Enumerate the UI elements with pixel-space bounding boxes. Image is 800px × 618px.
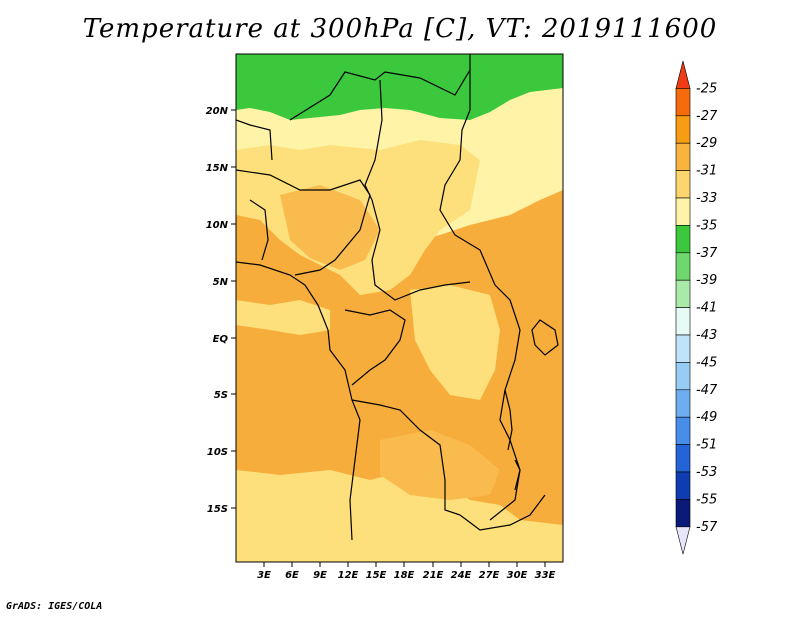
lon-label: 12E bbox=[338, 570, 359, 581]
colorbar-label: -41 bbox=[696, 301, 717, 316]
colorbar-label: -29 bbox=[696, 136, 717, 151]
colorbar-swatch bbox=[675, 471, 691, 500]
colorbar-label: -47 bbox=[696, 383, 718, 398]
latitude-axis: 20N 15N 10N 5N EQ 5S 10S 15S bbox=[206, 106, 236, 515]
colorbar-label: -35 bbox=[696, 218, 717, 233]
lat-label: 5N bbox=[213, 277, 229, 288]
field-orange-southeast bbox=[380, 430, 500, 500]
border-zambia bbox=[459, 494, 546, 531]
colorbar-swatch bbox=[675, 416, 691, 445]
colorbar-label: -37 bbox=[696, 246, 718, 261]
border-car bbox=[371, 199, 471, 301]
lat-label: 20N bbox=[206, 106, 229, 117]
colorbar: -25 -27 -29 -31 -33 -35 -37 -39 -41 -43 -45 -47 -49 -… bbox=[675, 60, 718, 555]
colorbar-swatch bbox=[675, 334, 691, 363]
border-east bbox=[489, 284, 521, 521]
colorbar-swatch bbox=[675, 88, 691, 117]
border-lake-tanganyika bbox=[504, 389, 521, 491]
longitude-axis: 3E 6E 9E 12E 15E 18E 21E 24E 27E 30E 33E bbox=[257, 562, 556, 581]
colorbar-label: -45 bbox=[696, 355, 717, 370]
map-title: Temperature at 300hPa [C], VT: 201911160… bbox=[82, 14, 718, 44]
lon-label: 30E bbox=[507, 570, 528, 581]
colorbar-label: -25 bbox=[696, 81, 717, 96]
credit-text: GrADS: IGES/COLA bbox=[6, 601, 103, 612]
colorbar-swatch bbox=[675, 170, 691, 199]
colorbar-swatch bbox=[675, 279, 691, 308]
border-west-coast bbox=[236, 261, 361, 541]
colorbar-label: -53 bbox=[696, 465, 717, 480]
lon-label: 18E bbox=[394, 570, 415, 581]
colorbar-label: -33 bbox=[696, 191, 717, 206]
colorbar-swatch bbox=[675, 499, 691, 528]
lon-label: 3E bbox=[257, 570, 271, 581]
lat-label: 5S bbox=[214, 390, 228, 401]
field-yellow-southwest bbox=[236, 300, 330, 335]
field-orange-light-center bbox=[280, 185, 380, 270]
lon-label: 21E bbox=[423, 570, 444, 581]
field-yellow-congo bbox=[410, 285, 500, 400]
colorbar-swatch bbox=[675, 307, 691, 336]
border-west-small bbox=[236, 119, 273, 261]
colorbar-swatch bbox=[675, 362, 691, 391]
lat-label: 15S bbox=[207, 504, 228, 515]
colorbar-swatch bbox=[675, 142, 691, 171]
colorbar-label: -43 bbox=[696, 328, 717, 343]
border-sudan bbox=[439, 70, 496, 286]
country-borders bbox=[236, 54, 559, 541]
colorbar-label: -51 bbox=[696, 438, 717, 453]
temperature-field bbox=[236, 54, 563, 562]
lon-label: 33E bbox=[535, 570, 556, 581]
lon-label: 15E bbox=[366, 570, 387, 581]
colorbar-label: -39 bbox=[696, 273, 717, 288]
field-green-sahara bbox=[236, 54, 563, 120]
border-congo bbox=[344, 309, 406, 386]
colorbar-swatch bbox=[675, 115, 691, 144]
lat-label: 10S bbox=[207, 447, 228, 458]
lat-label: 15N bbox=[206, 163, 229, 174]
colorbar-swatch bbox=[675, 60, 691, 89]
border-lake-victoria bbox=[531, 319, 559, 356]
colorbar-swatch bbox=[675, 252, 691, 281]
colorbar-swatch bbox=[675, 444, 691, 473]
colorbar-swatch bbox=[675, 389, 691, 418]
colorbar-swatch bbox=[675, 197, 691, 226]
lat-label: EQ bbox=[213, 334, 229, 345]
lon-label: 24E bbox=[451, 570, 472, 581]
lat-label: 10N bbox=[206, 220, 229, 231]
lon-label: 6E bbox=[285, 570, 299, 581]
colorbar-label: -57 bbox=[696, 520, 718, 535]
colorbar-label: -55 bbox=[696, 492, 717, 507]
colorbar-label: -49 bbox=[696, 410, 717, 425]
border-nigeria bbox=[236, 169, 371, 276]
colorbar-swatch bbox=[675, 225, 691, 254]
border-drc-angola bbox=[351, 399, 461, 516]
lon-label: 9E bbox=[313, 570, 327, 581]
lon-label: 27E bbox=[479, 570, 500, 581]
colorbar-label: -27 bbox=[696, 109, 718, 124]
border-north bbox=[289, 54, 471, 121]
map-frame bbox=[235, 53, 564, 563]
colorbar-label: -31 bbox=[696, 164, 717, 179]
colorbar-swatch bbox=[675, 526, 691, 555]
field-yellow-south bbox=[236, 470, 563, 562]
